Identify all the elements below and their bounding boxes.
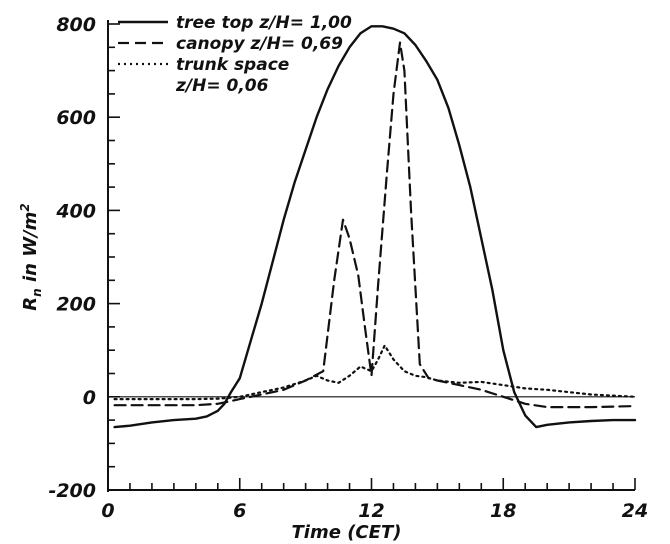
x-tick-label: 0 bbox=[101, 500, 114, 522]
y-tick-label: 0 bbox=[83, 387, 96, 409]
x-axis-label: Time (CET) bbox=[292, 522, 402, 543]
legend-label: tree top z/H= 1,00 bbox=[176, 13, 352, 33]
y-tick-label: 600 bbox=[56, 107, 96, 129]
y-tick-label: -200 bbox=[48, 480, 96, 502]
series-layer bbox=[113, 25, 637, 429]
series-line-canopy bbox=[113, 41, 637, 409]
legend-label: trunk space bbox=[176, 55, 289, 75]
x-tick-label: 12 bbox=[358, 500, 384, 522]
series-line-tree-top bbox=[113, 25, 637, 429]
legend-label-continued: z/H= 0,06 bbox=[175, 76, 269, 96]
series-line-trunk-space bbox=[113, 344, 637, 401]
x-tick-label: 24 bbox=[622, 500, 648, 522]
y-tick-label: 200 bbox=[56, 294, 96, 316]
x-tick-label: 6 bbox=[233, 500, 246, 522]
x-tick-label: 18 bbox=[490, 500, 516, 522]
legend-label: canopy z/H= 0,69 bbox=[176, 34, 343, 54]
y-axis-label: Rn in W/m2 bbox=[18, 203, 44, 310]
y-tick-label: 400 bbox=[55, 200, 96, 222]
axis-labels: Time (CET) Rn in W/m2 bbox=[18, 203, 401, 543]
y-tick-label: 800 bbox=[56, 14, 96, 36]
